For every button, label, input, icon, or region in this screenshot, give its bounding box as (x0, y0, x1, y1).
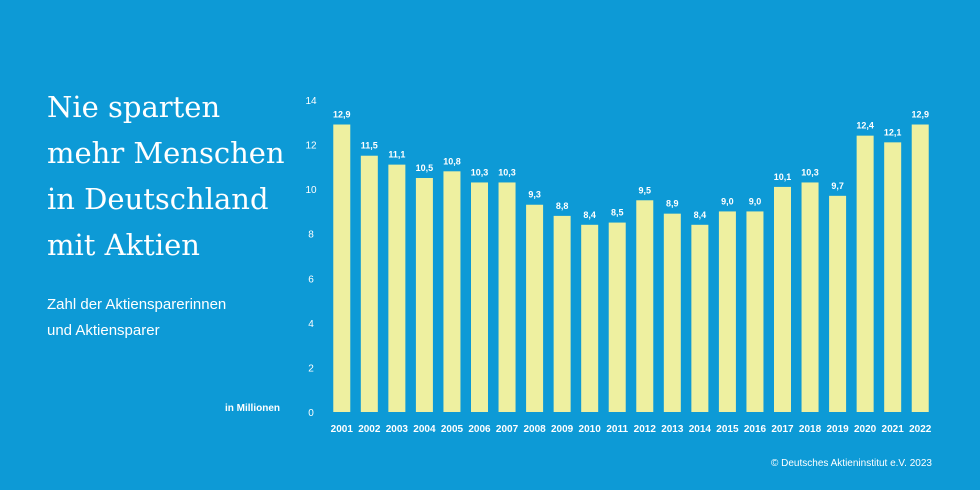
data-label: 9,0 (749, 196, 762, 206)
y-tick-label: 2 (308, 363, 314, 374)
bar-2010 (581, 224, 599, 412)
bar-2001 (333, 124, 351, 412)
x-tick-label: 2007 (496, 424, 519, 435)
x-tick-label: 2015 (716, 424, 739, 435)
bar-2021 (884, 142, 902, 413)
x-tick-label: 2005 (441, 424, 464, 435)
bar-2018 (801, 182, 819, 412)
data-label: 10,3 (471, 167, 489, 177)
y-tick-label: 6 (308, 274, 314, 285)
bar-2007 (498, 182, 516, 412)
y-tick-label: 14 (305, 96, 317, 107)
chart-title: Nie sparten mehr Menschen in Deutschland… (47, 84, 285, 268)
y-axis-unit-label: in Millionen (225, 403, 280, 414)
y-tick-label: 10 (305, 185, 317, 196)
x-tick-label: 2009 (551, 424, 574, 435)
bar-2006 (471, 182, 488, 412)
bar-2020 (856, 135, 874, 412)
x-tick-label: 2016 (744, 424, 767, 435)
x-tick-label: 2021 (882, 424, 905, 435)
x-tick-label: 2004 (413, 424, 436, 435)
bar-2011 (608, 222, 626, 412)
x-tick-label: 2013 (661, 424, 684, 435)
chart-subtitle: Zahl der Aktiensparerinnen und Aktienspa… (47, 292, 226, 344)
bar-2003 (388, 164, 406, 412)
bar-2013 (663, 213, 681, 412)
bar-2016 (746, 211, 764, 412)
copyright-notice: © Deutsches Aktieninstitut e.V. 2023 (771, 458, 932, 469)
x-tick-label: 2011 (606, 424, 628, 435)
x-tick-label: 2008 (523, 424, 546, 435)
data-label: 11,1 (388, 150, 405, 160)
title-line: in Deutschland (47, 182, 269, 216)
data-label: 10,8 (443, 156, 461, 166)
data-label: 12,9 (911, 110, 929, 120)
x-tick-label: 2001 (331, 424, 354, 435)
x-tick-label: 2012 (634, 424, 657, 435)
x-tick-label: 2017 (771, 424, 794, 435)
y-tick-label: 0 (308, 408, 314, 419)
x-tick-label: 2018 (799, 424, 822, 435)
bar-2005 (443, 171, 461, 412)
bar-2008 (526, 204, 544, 412)
bar-2014 (691, 224, 709, 412)
x-tick-label: 2010 (579, 424, 602, 435)
bar-2017 (774, 186, 791, 412)
y-tick-label: 8 (308, 230, 314, 241)
bar-2004 (415, 178, 433, 412)
y-tick-label: 4 (308, 319, 314, 330)
bar-2009 (553, 215, 571, 412)
data-label: 10,3 (498, 167, 516, 177)
x-tick-label: 2020 (854, 424, 877, 435)
data-label: 8,5 (611, 208, 624, 218)
subtitle-line: Zahl der Aktiensparerinnen (47, 296, 227, 313)
title-line: mit Aktien (47, 228, 200, 262)
data-label: 11,5 (361, 141, 378, 151)
data-label: 8,9 (666, 199, 679, 209)
data-label: 12,4 (856, 121, 874, 131)
subtitle-line: und Aktiensparer (47, 322, 160, 339)
data-label: 8,4 (583, 210, 596, 220)
title-line: mehr Menschen (47, 136, 285, 170)
data-label: 9,3 (528, 190, 541, 200)
x-tick-label: 2003 (386, 424, 409, 435)
x-tick-label: 2022 (909, 424, 932, 435)
title-line: Nie sparten (47, 90, 221, 124)
bar-2015 (718, 211, 736, 412)
x-tick-label: 2006 (468, 424, 491, 435)
data-label: 8,8 (556, 201, 569, 211)
x-tick-label: 2002 (358, 424, 381, 435)
data-label: 9,7 (831, 181, 844, 191)
data-label: 10,1 (774, 172, 792, 182)
data-label: 12,9 (333, 110, 351, 120)
bar-2002 (360, 155, 378, 412)
y-tick-label: 12 (305, 141, 317, 152)
data-label: 10,5 (416, 163, 434, 173)
x-tick-label: 2019 (826, 424, 849, 435)
bar-2022 (911, 124, 929, 412)
data-label: 9,5 (639, 185, 652, 195)
bar-2012 (636, 200, 654, 412)
data-label: 8,4 (694, 210, 707, 220)
data-label: 10,3 (801, 167, 819, 177)
data-label: 12,1 (884, 127, 902, 137)
bar-2019 (829, 195, 847, 412)
x-tick-label: 2014 (689, 424, 712, 435)
data-label: 9,0 (721, 196, 734, 206)
